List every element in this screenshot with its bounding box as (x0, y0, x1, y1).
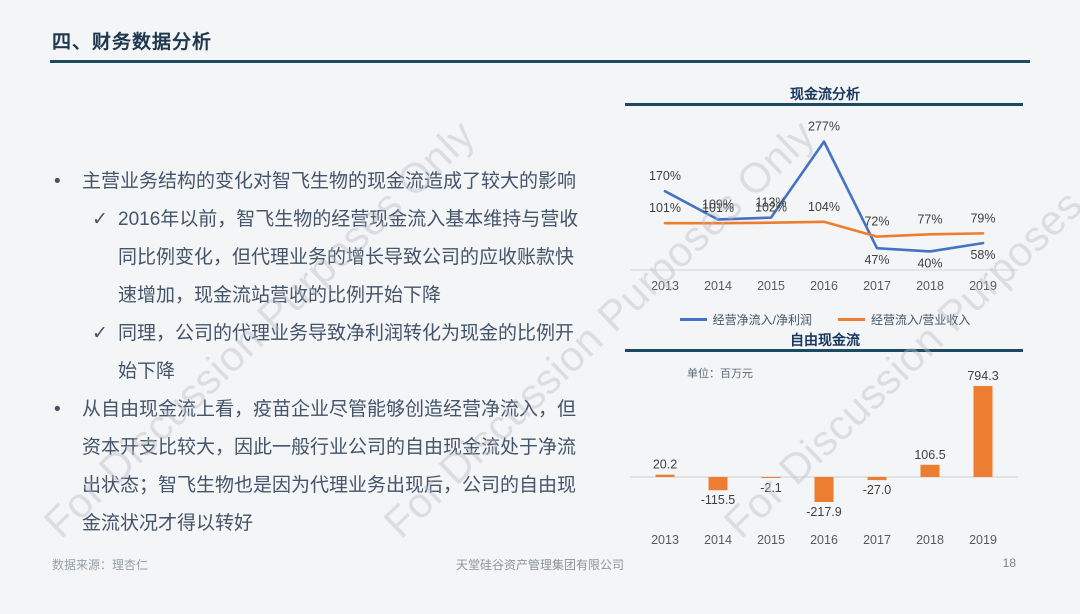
svg-text:2014: 2014 (704, 533, 732, 547)
check-icon: ✓ (92, 323, 108, 344)
svg-text:-2.1: -2.1 (760, 481, 782, 495)
page-number: 18 (1002, 556, 1016, 570)
svg-text:72%: 72% (864, 215, 889, 229)
bullet-subitem: ✓ 2016年以前，智飞生物的经营现金流入基本维持与营收同比例变化，但代理业务的… (92, 201, 627, 315)
svg-text:102%: 102% (755, 201, 787, 215)
svg-text:2019: 2019 (969, 533, 997, 547)
svg-text:101%: 101% (649, 201, 681, 215)
svg-text:113%: 113% (755, 196, 786, 210)
free-cashflow-bar-chart: 20.2 -115.5 -2.1 -217.9 -27.0 106.5 794.3 2013 2… (630, 369, 1018, 547)
cashflow-chart-title: 现金流分析 (790, 86, 860, 102)
legend-label: 经营净流入/净利润 (712, 313, 812, 327)
legend-item: 经营流入/营业收入 (838, 311, 970, 328)
legend-line-orange-icon (838, 318, 865, 321)
legend-item: 经营净流入/净利润 (679, 311, 812, 328)
cashflow-line-chart: 101% 101% 102% 104% 72% 77% 79% 170% 109% 113% 277… (630, 120, 1018, 293)
freecashflow-chart-title-underline (625, 349, 1023, 352)
svg-text:77%: 77% (917, 212, 942, 226)
svg-text:47%: 47% (864, 253, 889, 267)
svg-text:2013: 2013 (651, 533, 679, 547)
bullet-text: 同理，公司的代理业务导致净利润转化为现金的比例开始下降 (118, 323, 575, 382)
svg-text:2016: 2016 (810, 279, 838, 293)
check-icon: ✓ (92, 209, 108, 230)
bullet-item: • 主营业务结构的变化对智飞生物的现金流造成了较大的影响 (52, 163, 627, 201)
legend-line-blue-icon (679, 318, 707, 321)
svg-text:2015: 2015 (757, 279, 785, 293)
title-underline (50, 60, 1030, 63)
svg-text:2013: 2013 (651, 279, 679, 293)
svg-text:2017: 2017 (863, 533, 891, 547)
bullet-text: 2016年以前，智飞生物的经营现金流入基本维持与营收同比例变化，但代理业务的增长… (118, 209, 579, 306)
svg-text:2018: 2018 (916, 279, 944, 293)
freecashflow-chart-title: 自由现金流 (790, 332, 860, 348)
svg-text:794.3: 794.3 (967, 369, 998, 383)
svg-text:40%: 40% (917, 256, 942, 270)
bullet-icon: • (54, 171, 61, 192)
bullet-subitem: ✓ 同理，公司的代理业务导致净利润转化为现金的比例开始下降 (92, 315, 627, 391)
svg-text:-217.9: -217.9 (806, 505, 841, 519)
bullet-text: 从自由现金流上看，疫苗企业尽管能够创造经营净流入，但资本开支比较大，因此一般行业… (82, 399, 577, 534)
bullet-item: • 从自由现金流上看，疫苗企业尽管能够创造经营净流入，但资本开支比较大，因此一般… (52, 391, 627, 543)
svg-text:20.2: 20.2 (653, 458, 677, 472)
svg-text:2016: 2016 (810, 533, 838, 547)
page-title: 四、财务数据分析 (52, 32, 213, 53)
svg-text:109%: 109% (702, 197, 734, 211)
unit-note: 单位：百万元 (687, 368, 753, 380)
svg-text:277%: 277% (808, 120, 840, 134)
svg-text:170%: 170% (649, 169, 681, 183)
cashflow-chart-title-underline (625, 103, 1023, 106)
svg-text:2015: 2015 (757, 533, 785, 547)
svg-text:-27.0: -27.0 (863, 483, 892, 497)
bullet-icon: • (54, 399, 61, 420)
bullet-list: • 主营业务结构的变化对智飞生物的现金流造成了较大的影响 ✓ 2016年以前，智… (52, 163, 627, 543)
svg-text:58%: 58% (970, 248, 995, 262)
svg-text:2017: 2017 (863, 279, 891, 293)
svg-text:2018: 2018 (916, 533, 944, 547)
svg-text:2019: 2019 (969, 279, 997, 293)
chart-legend: 经营净流入/净利润 经营流入/营业收入 (620, 311, 1030, 328)
svg-text:101%: 101% (702, 201, 734, 215)
svg-text:104%: 104% (808, 200, 840, 214)
svg-text:106.5: 106.5 (914, 448, 945, 462)
footer-company: 天堂硅谷资产管理集团有限公司 (455, 558, 624, 572)
footer-data-source: 数据来源：理杏仁 (52, 558, 149, 572)
svg-text:2014: 2014 (704, 279, 732, 293)
bullet-text: 主营业务结构的变化对智飞生物的现金流造成了较大的影响 (82, 171, 577, 192)
legend-label: 经营流入/营业收入 (871, 313, 971, 327)
svg-text:79%: 79% (970, 211, 995, 225)
svg-text:-115.5: -115.5 (701, 493, 736, 507)
